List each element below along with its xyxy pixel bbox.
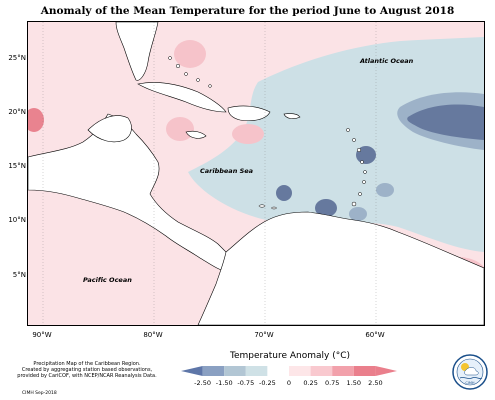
lat-label-25n: 25°N	[8, 54, 26, 62]
legend-tick-label: -0.75	[237, 379, 255, 387]
legend-title: Temperature Anomaly (°C)	[229, 351, 350, 361]
lon-label-70w: 70°W	[254, 331, 274, 339]
warm-cell-northwest	[28, 108, 44, 132]
cool-anomaly-band	[188, 37, 484, 252]
cool-cell-windward	[376, 183, 394, 197]
footer-note: Precipitation Map of the Caribbean Regio…	[7, 361, 167, 379]
colorbar-segment	[202, 366, 225, 376]
land-florida	[115, 22, 159, 81]
land-abc-islands	[258, 204, 277, 210]
colorbar-segment	[224, 366, 246, 376]
colorbar-segment	[245, 366, 268, 376]
colorbar-segment	[267, 366, 289, 376]
credit: CIMH Sep-2018	[22, 391, 57, 396]
legend-tick-label: 2.50	[368, 379, 383, 387]
land-jamaica	[185, 130, 207, 139]
land-south-america	[197, 211, 484, 325]
atlantic-ocean-label: Atlantic Ocean	[360, 57, 414, 65]
colorbar-max-arrow	[375, 366, 397, 376]
legend-colorbar	[181, 366, 397, 376]
legend-tick-label: 0.75	[324, 379, 340, 387]
footer-line-1: Precipitation Map of the Caribbean Regio…	[33, 361, 141, 367]
pacific-ocean-label: Pacific Ocean	[83, 276, 132, 284]
land-bahamas	[168, 56, 212, 88]
legend-tick-label: 0.25	[303, 379, 318, 387]
legend-tick-label: -1.50	[215, 379, 233, 387]
footer-line-2: Created by aggregating station based obs…	[21, 367, 153, 373]
land-cuba	[137, 82, 227, 113]
cimh-logo: CIMH	[452, 354, 488, 390]
footer-line-3: provided by CariCOF, with NCEP/NCAR Rean…	[17, 373, 157, 379]
land-hispaniola	[227, 105, 271, 122]
warm-cell-hispaniola	[232, 124, 264, 144]
lat-label-15n: 15°N	[8, 162, 26, 170]
colorbar-segment	[332, 366, 354, 376]
land-yucatan	[87, 115, 132, 143]
colorbar-segment	[289, 366, 311, 376]
cool-cell-south	[276, 185, 292, 201]
logo-text: CIMH	[465, 381, 474, 385]
lat-label-5n: 5°N	[12, 271, 26, 279]
warm-cell-bahamas	[174, 40, 206, 68]
land-lesser-antilles	[346, 128, 367, 207]
cool-cell-trinidad	[349, 207, 367, 221]
graticule	[42, 22, 377, 325]
colorbar-segment	[353, 366, 376, 376]
colorbar-segment	[310, 366, 333, 376]
warm-cell-cuba	[166, 117, 194, 141]
cool-cell-abc	[315, 199, 337, 217]
caribbean-sea-label: Caribbean Sea	[200, 167, 254, 175]
lat-label-20n: 20°N	[8, 108, 26, 116]
map-graphic	[28, 22, 484, 325]
cool-anomaly-east-core	[407, 104, 484, 140]
lat-label-10n: 10°N	[8, 216, 26, 224]
legend-tick-label: -0.25	[258, 379, 276, 387]
land-puerto-rico	[283, 113, 301, 119]
map-title: Anomaly of the Mean Temperature for the …	[40, 5, 455, 17]
colorbar-min-arrow	[181, 366, 203, 376]
lon-label-60w: 60°W	[365, 331, 385, 339]
lon-label-90w: 90°W	[32, 331, 52, 339]
legend-tick-label: 0	[286, 379, 292, 387]
legend-tick-label: 1.50	[346, 379, 362, 387]
land-mexico-central-america	[28, 113, 229, 273]
legend-tick-label: -2.50	[194, 379, 212, 387]
cool-cell-leeward	[356, 146, 376, 164]
anomaly-map: Atlantic Ocean Caribbean Sea Pacific Oce…	[27, 21, 485, 326]
lon-label-80w: 80°W	[143, 331, 163, 339]
